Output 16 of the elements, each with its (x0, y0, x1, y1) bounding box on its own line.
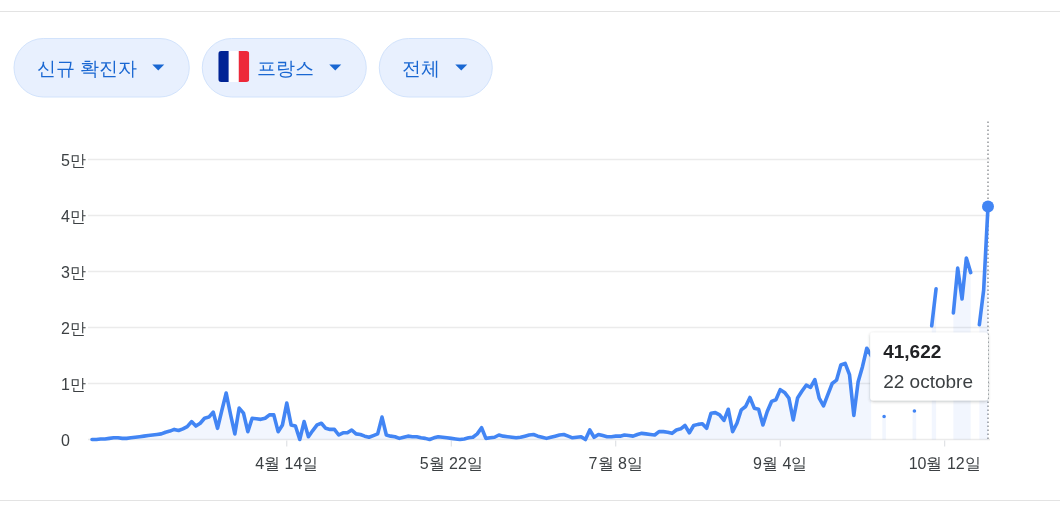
annotation: 41,622 (883, 340, 942, 362)
x-tick-label: 4월 14일 (255, 454, 319, 471)
annotation: 22 octobre (883, 370, 974, 392)
y-tick-label: 1만 (61, 375, 86, 392)
y-tick-label: 3만 (61, 263, 86, 280)
text: 프랑스 (257, 57, 315, 78)
y-tick-label: 2만 (61, 319, 86, 336)
y-tick-label: 5만 (61, 151, 86, 168)
text: 전체 (402, 57, 441, 78)
text: 신규 확진자 (37, 57, 138, 78)
x-tick-label: 5월 22일 (419, 454, 483, 471)
x-tick-label: 7월 8일 (588, 454, 643, 471)
x-tick-label: 10월 12일 (908, 454, 981, 471)
x-tick-label: 9월 4일 (753, 454, 808, 471)
y-tick-label: 0 (61, 431, 70, 448)
y-tick-label: 4만 (61, 207, 86, 224)
